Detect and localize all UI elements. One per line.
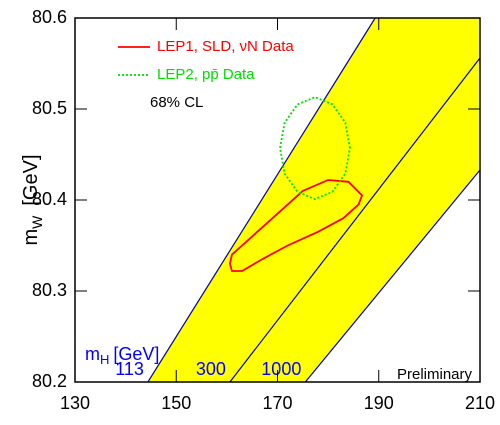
contour — [228, 179, 364, 272]
y-tick-label: 80.2 — [32, 371, 67, 391]
y-label-symbol: m — [20, 229, 42, 246]
y-label-subscript: W — [29, 215, 45, 229]
band-line — [229, 57, 481, 383]
legend-label: LEP1, SLD, νN Data — [157, 38, 294, 55]
y-label-unit: [GeV] — [20, 154, 42, 205]
band-label-unit: [GeV] — [113, 344, 159, 364]
x-tick-label: 150 — [161, 393, 191, 413]
band-line — [147, 17, 376, 383]
band-label: mH [GeV] — [85, 344, 159, 368]
y-tick-label: 80.5 — [32, 98, 67, 118]
band-line-label: 1000 — [261, 359, 301, 379]
x-tick-label: 170 — [262, 393, 292, 413]
band-fill — [147, 18, 480, 382]
band-line — [304, 169, 481, 383]
note-box — [370, 366, 478, 382]
note: Preliminary — [397, 366, 473, 383]
band-line-label: 300 — [196, 359, 226, 379]
contour — [279, 96, 351, 201]
y-tick-label: 80.4 — [32, 189, 67, 209]
band-label-subscript: H — [100, 352, 109, 367]
x-tick-label: 130 — [60, 393, 90, 413]
x-tick-label: 210 — [465, 393, 495, 413]
confidence-level: 68% CL — [150, 94, 203, 111]
y-tick-label: 80.3 — [32, 280, 67, 300]
y-tick-label: 80.6 — [32, 7, 67, 27]
band-line-label: 113 — [115, 359, 144, 379]
y-axis-label: mW [GeV] — [20, 154, 44, 245]
x-tick-label: 190 — [364, 393, 394, 413]
legend-label: LEP2, pp̄ Data — [157, 66, 255, 83]
band-label-symbol: m — [85, 344, 100, 364]
